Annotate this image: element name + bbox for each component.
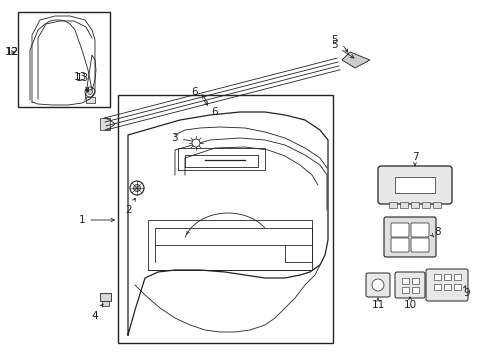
Text: 1: 1 — [79, 215, 114, 225]
Bar — [433, 274, 440, 280]
Text: 3: 3 — [171, 133, 199, 143]
Bar — [411, 287, 418, 293]
Text: 5: 5 — [330, 40, 353, 58]
FancyBboxPatch shape — [394, 272, 424, 298]
Text: 13: 13 — [75, 73, 88, 92]
Bar — [453, 274, 460, 280]
Circle shape — [130, 181, 143, 195]
Bar — [401, 287, 408, 293]
FancyBboxPatch shape — [390, 238, 408, 252]
Text: 12: 12 — [5, 47, 19, 57]
Bar — [411, 278, 418, 284]
Bar — [394, 177, 434, 193]
Bar — [399, 202, 407, 208]
Circle shape — [85, 87, 95, 97]
Bar — [100, 293, 111, 301]
Text: 5: 5 — [330, 35, 337, 45]
Polygon shape — [341, 52, 369, 68]
Text: 11: 11 — [370, 300, 384, 310]
Text: 12: 12 — [5, 47, 19, 57]
Bar — [86, 97, 95, 103]
Bar — [421, 202, 429, 208]
FancyBboxPatch shape — [383, 217, 435, 257]
Bar — [18, 12, 110, 107]
Bar — [100, 118, 110, 130]
Bar — [443, 274, 450, 280]
Circle shape — [371, 279, 383, 291]
Bar — [410, 202, 418, 208]
Bar — [388, 202, 396, 208]
Bar — [432, 202, 440, 208]
FancyBboxPatch shape — [377, 166, 451, 204]
FancyBboxPatch shape — [410, 223, 428, 237]
FancyBboxPatch shape — [365, 273, 389, 297]
FancyBboxPatch shape — [390, 223, 408, 237]
Circle shape — [192, 139, 200, 147]
Text: 4: 4 — [92, 304, 103, 321]
FancyBboxPatch shape — [410, 238, 428, 252]
Text: 13: 13 — [73, 72, 88, 92]
Bar — [401, 278, 408, 284]
Bar — [102, 301, 109, 306]
Text: 8: 8 — [434, 227, 440, 237]
Bar — [443, 284, 450, 290]
Bar — [118, 95, 332, 343]
Text: 9: 9 — [463, 288, 469, 298]
Circle shape — [133, 184, 140, 192]
Text: 6: 6 — [202, 95, 218, 117]
Text: 6: 6 — [191, 87, 198, 97]
FancyBboxPatch shape — [425, 269, 467, 301]
Bar — [433, 284, 440, 290]
Text: 2: 2 — [125, 198, 135, 215]
Bar — [453, 284, 460, 290]
Circle shape — [87, 90, 92, 94]
Text: 10: 10 — [403, 300, 416, 310]
Text: 7: 7 — [411, 152, 417, 162]
